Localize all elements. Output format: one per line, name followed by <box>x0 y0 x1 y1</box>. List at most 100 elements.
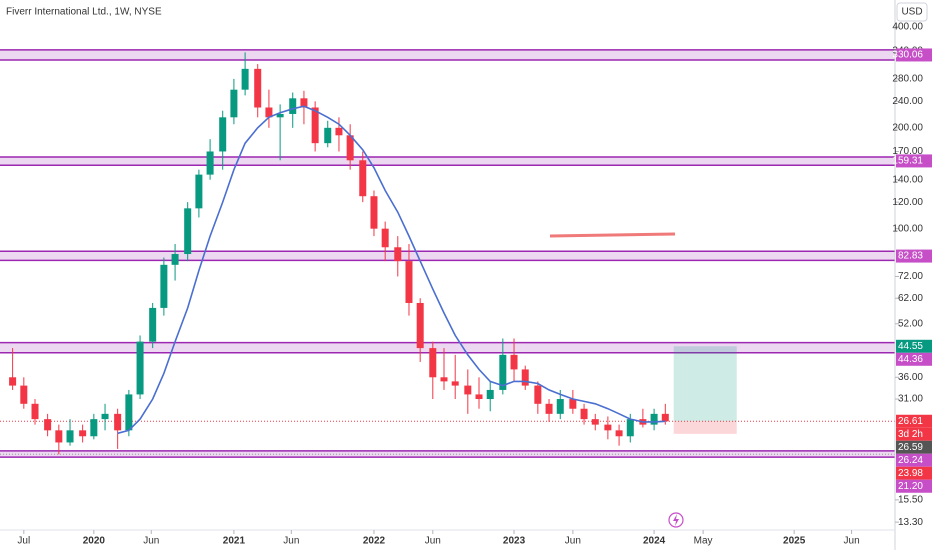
x-tick-label: Jun <box>565 536 581 547</box>
candle-body <box>31 403 39 420</box>
candle-body <box>241 68 249 90</box>
candle-body <box>521 369 529 386</box>
candle-body <box>230 89 238 118</box>
currency[interactable]: USD <box>901 7 922 18</box>
plot-area <box>0 49 895 458</box>
price-label: 21.20 <box>898 481 923 492</box>
price-label-box <box>896 440 932 454</box>
candle-body <box>101 413 109 420</box>
candle-body <box>324 127 332 144</box>
candle-body <box>300 98 308 108</box>
price-label-box <box>896 154 932 168</box>
candle-body <box>219 117 227 152</box>
price-label: 26.24 <box>898 455 923 466</box>
price-label: 330.06 <box>892 50 923 61</box>
candle-body <box>650 413 658 425</box>
x-tick-label: 2025 <box>783 536 806 547</box>
x-tick-label: Jun <box>425 536 441 547</box>
x-tick-label: 2023 <box>503 536 526 547</box>
candle-body <box>405 261 413 303</box>
candle-body <box>335 127 343 136</box>
price-label: 26.59 <box>898 442 923 453</box>
candle-body <box>429 348 437 378</box>
x-tick-label: 2021 <box>223 536 246 547</box>
candle-body <box>359 160 367 197</box>
candle-body <box>626 419 634 437</box>
candle-body <box>370 196 378 229</box>
zone <box>0 251 895 261</box>
candle-body <box>545 403 553 414</box>
price-label-box <box>896 453 932 467</box>
x-tick-label: 2020 <box>83 536 106 547</box>
candle-body <box>499 354 507 390</box>
x-tick-label: 2024 <box>643 536 666 547</box>
candle-body <box>486 389 494 400</box>
zone <box>0 342 895 353</box>
candle-body <box>604 424 612 431</box>
y-tick-label: 240.00 <box>892 96 923 107</box>
candle-body <box>55 430 63 443</box>
y-tick-label: 52.00 <box>898 318 923 329</box>
price-label-box <box>896 48 932 62</box>
y-tick-label: 100.00 <box>892 223 923 234</box>
countdown-box <box>896 427 932 441</box>
moving-average <box>117 105 666 435</box>
zone <box>0 49 895 61</box>
candle-body <box>394 247 402 262</box>
chart-title: Fiverr International Ltd., 1W, NYSE <box>6 7 162 18</box>
candle-body <box>475 394 483 400</box>
lightning-icon[interactable] <box>668 512 684 528</box>
x-tick-label: Jun <box>283 536 299 547</box>
x-tick-label: Jun <box>844 536 860 547</box>
candle-body <box>136 341 144 395</box>
price-label-box <box>896 479 932 493</box>
candle-body <box>265 107 273 118</box>
y-tick-label: 62.00 <box>898 293 923 304</box>
countdown: 3d 2h <box>898 429 923 440</box>
candle-body <box>276 113 284 118</box>
price-label: 26.61 <box>898 416 923 427</box>
candle-body <box>44 419 52 431</box>
candle-body <box>381 228 389 248</box>
candle-body <box>556 399 564 414</box>
candle-body <box>464 385 472 395</box>
candle-body <box>615 430 623 437</box>
currency-button[interactable] <box>896 2 928 22</box>
y-tick-label: 140.00 <box>892 174 923 185</box>
position-target <box>673 346 737 422</box>
x-tick-label: Jun <box>143 536 159 547</box>
price-label: 44.55 <box>898 341 923 352</box>
y-tick-label: 36.00 <box>898 372 923 383</box>
y-tick-label: 15.50 <box>898 495 923 506</box>
price-label-box <box>896 466 932 480</box>
candle-body <box>289 98 297 114</box>
candle-body <box>160 264 168 308</box>
price-label-box <box>896 249 932 263</box>
candle-body <box>114 413 122 431</box>
price-label-box <box>896 352 932 366</box>
candle-body <box>451 381 459 386</box>
y-tick-label: 170.00 <box>892 146 923 157</box>
candle-body <box>311 107 319 144</box>
position-stop <box>673 421 737 434</box>
y-tick-label: 400.00 <box>892 22 923 33</box>
candle-body <box>591 419 599 425</box>
price-label: 159.31 <box>892 156 923 167</box>
candle-body <box>440 377 448 382</box>
candle-body <box>346 135 354 161</box>
candle-body <box>171 254 179 265</box>
candle-body <box>569 399 577 409</box>
x-tick-label: 2022 <box>363 536 386 547</box>
y-tick-label: 200.00 <box>892 122 923 133</box>
candle-body <box>661 413 669 422</box>
y-tick-label: 13.30 <box>898 517 923 528</box>
candle-body <box>416 302 424 349</box>
x-tick-label: Jul <box>17 536 30 547</box>
price-label: 23.98 <box>898 468 923 479</box>
candle-body <box>534 385 542 404</box>
y-tick-label: 120.00 <box>892 197 923 208</box>
y-tick-label: 280.00 <box>892 74 923 85</box>
candle-body <box>149 307 157 342</box>
